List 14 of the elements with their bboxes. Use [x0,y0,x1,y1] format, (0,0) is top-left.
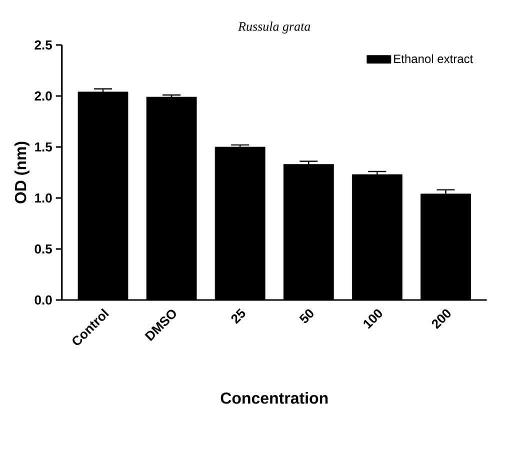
y-tick-label: 0.5 [34,244,52,254]
y-tick-label: 0.0 [34,295,52,305]
x-axis-title: Concentration [220,392,328,404]
x-tick-label: 100 [364,309,382,329]
y-tick-label: 2.5 [34,40,52,50]
x-tick-label: 200 [432,309,451,330]
y-tick-label: 1.5 [35,142,52,152]
x-tick-label: 50 [299,309,314,324]
legend-label: Ethanol extract [394,54,474,64]
chart-title: Russula grata [238,22,310,34]
x-tick-label: 25 [231,308,246,324]
y-tick-label: 2.0 [34,91,52,101]
y-axis-title: OD (nm) [14,142,30,204]
y-tick-label: 1.0 [35,193,52,203]
